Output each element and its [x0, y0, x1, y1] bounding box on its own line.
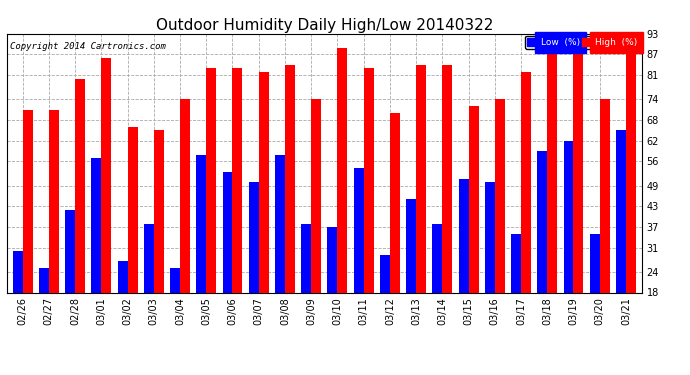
Bar: [328, 227, 337, 292]
Bar: [538, 151, 547, 292]
Bar: [222, 172, 233, 292]
Bar: [117, 261, 128, 292]
Bar: [521, 72, 531, 292]
Bar: [12, 251, 23, 292]
Bar: [511, 234, 521, 292]
Legend: Low  (%), High  (%): Low (%), High (%): [525, 36, 640, 49]
Text: Copyright 2014 Cartronics.com: Copyright 2014 Cartronics.com: [10, 42, 166, 51]
Bar: [154, 130, 164, 292]
Bar: [564, 141, 573, 292]
Bar: [433, 224, 442, 292]
Bar: [547, 51, 558, 292]
Bar: [249, 182, 259, 292]
Bar: [75, 79, 85, 292]
Bar: [337, 48, 347, 292]
Bar: [39, 268, 49, 292]
Bar: [469, 106, 479, 292]
Bar: [311, 99, 321, 292]
Bar: [573, 34, 584, 292]
Bar: [128, 127, 137, 292]
Bar: [101, 58, 111, 292]
Bar: [170, 268, 180, 292]
Bar: [91, 158, 101, 292]
Bar: [65, 210, 75, 292]
Bar: [495, 99, 505, 292]
Bar: [590, 234, 600, 292]
Bar: [406, 200, 416, 292]
Bar: [485, 182, 495, 292]
Bar: [364, 68, 373, 292]
Bar: [206, 68, 216, 292]
Bar: [616, 130, 626, 292]
Title: Outdoor Humidity Daily High/Low 20140322: Outdoor Humidity Daily High/Low 20140322: [156, 18, 493, 33]
Bar: [442, 65, 453, 292]
Bar: [600, 99, 610, 292]
Bar: [49, 110, 59, 292]
Bar: [302, 224, 311, 292]
Bar: [233, 68, 242, 292]
Bar: [275, 154, 285, 292]
Bar: [180, 99, 190, 292]
Bar: [390, 113, 400, 292]
Bar: [626, 44, 636, 292]
Bar: [23, 110, 32, 292]
Bar: [380, 255, 390, 292]
Bar: [416, 65, 426, 292]
Bar: [354, 168, 364, 292]
Bar: [459, 178, 469, 292]
Bar: [144, 224, 154, 292]
Bar: [259, 72, 268, 292]
Bar: [196, 154, 206, 292]
Bar: [285, 65, 295, 292]
